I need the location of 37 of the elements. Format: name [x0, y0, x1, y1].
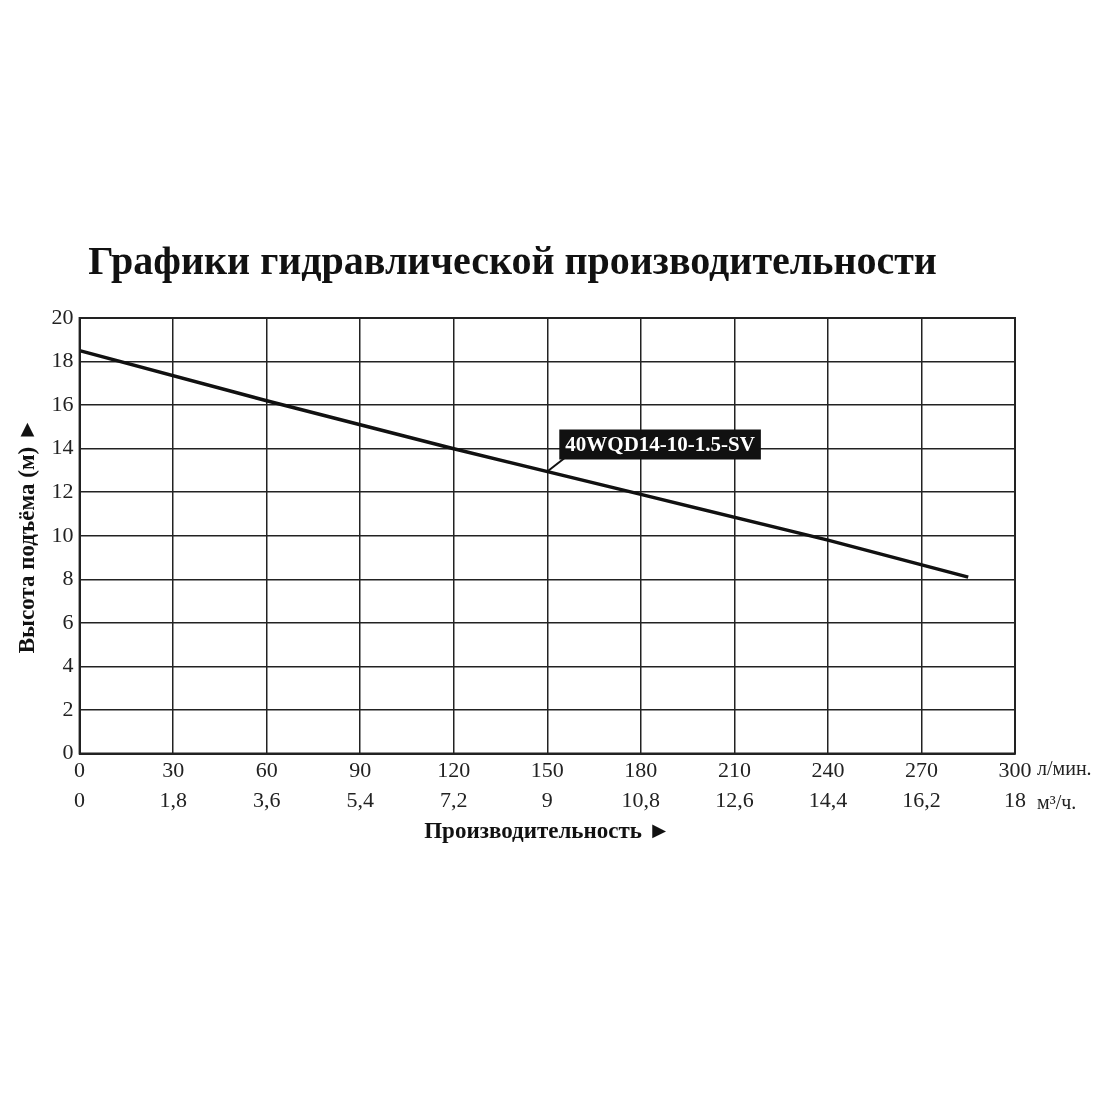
y-axis-title: Высота подъёма (м) ►	[13, 418, 39, 654]
x2-tick-label: 1,8	[159, 786, 187, 812]
x-tick-label: 300	[998, 756, 1032, 782]
y-tick-label: 6	[62, 608, 74, 634]
y-tick-label: 14	[51, 434, 74, 460]
x2-tick-label: 7,2	[440, 786, 468, 812]
x-tick-label: 210	[717, 756, 751, 782]
text: м³/ч.	[1037, 791, 1077, 814]
x-tick-label: 180	[624, 756, 658, 782]
x-tick-label: 270	[904, 756, 938, 782]
y-tick-label: 10	[51, 521, 74, 547]
x-tick-label: 150	[530, 756, 564, 782]
y-tick-label: 4	[62, 652, 74, 678]
x2-tick-label: 3,6	[252, 786, 281, 812]
x-tick-label: 90	[349, 756, 372, 782]
y-tick-label: 12	[51, 478, 74, 504]
x2-tick-label: 9	[541, 786, 553, 812]
y-tick-label: 8	[62, 565, 74, 591]
x-tick-label: 60	[255, 756, 278, 782]
series-label: 40WQD14-10-1.5-SV	[565, 431, 755, 456]
x-tick-label: 240	[811, 756, 845, 782]
x2-tick-label: 18	[1004, 786, 1026, 812]
x2-tick-label: 12,6	[715, 786, 754, 812]
chart-title: Графики гидравлической производительности	[88, 238, 937, 284]
x-tick-label: 30	[162, 756, 185, 782]
y-tick-label: 18	[51, 347, 74, 373]
x-axis-title: Производительность ►	[424, 818, 671, 844]
x2-tick-label: 5,4	[346, 786, 374, 812]
y-tick-label: 20	[51, 303, 74, 329]
y-tick-label: 0	[62, 739, 74, 765]
y-tick-label: 2	[62, 695, 74, 721]
x2-tick-label: 16,2	[902, 786, 941, 812]
y-tick-label: 16	[51, 390, 74, 416]
x-tick-label: 120	[437, 756, 471, 782]
x2-tick-label: 14,4	[808, 786, 848, 812]
text: л/мин.	[1037, 756, 1092, 779]
x2-tick-label: 10,8	[621, 786, 661, 812]
